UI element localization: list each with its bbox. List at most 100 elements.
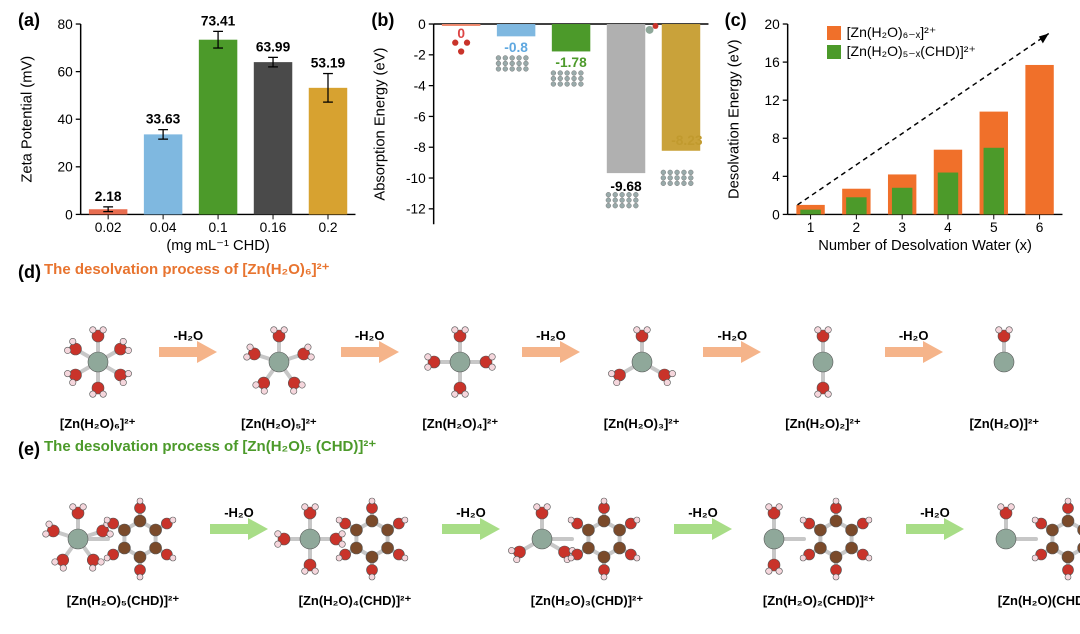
legend-swatch-1 <box>827 26 841 40</box>
svg-text:Number of Desolvation Water (x: Number of Desolvation Water (x) <box>818 238 1032 254</box>
svg-text:0: 0 <box>65 207 73 222</box>
stage: [Zn(H₂O)(CHD)]²⁺ <box>966 459 1080 609</box>
arrow: -H₂O <box>701 328 763 365</box>
stage: [Zn(H₂O)₆]²⁺ <box>38 282 157 432</box>
molecule-icon <box>734 491 904 587</box>
svg-text:0.02: 0.02 <box>95 220 122 235</box>
svg-text:80: 80 <box>58 17 74 32</box>
svg-text:-2: -2 <box>414 48 426 63</box>
stage: [Zn(H₂O)₂]²⁺ <box>763 282 882 432</box>
arrow: -H₂O <box>157 328 219 365</box>
svg-text:16: 16 <box>764 55 780 70</box>
molecule-icon <box>224 314 334 410</box>
svg-text:0.04: 0.04 <box>150 220 177 235</box>
arrow: -H₂O <box>520 328 582 365</box>
svg-text:60: 60 <box>58 65 74 80</box>
chart-b: -12 -10 -8 -6 -4 -2 0 Absorption Energy (eV) 0 -0… <box>363 6 716 256</box>
svg-text:4: 4 <box>772 169 780 184</box>
svg-text:20: 20 <box>58 160 74 175</box>
figure-e: (e) The desolvation process of [Zn(H₂O)₅… <box>10 435 1070 610</box>
svg-text:-8: -8 <box>414 140 427 155</box>
svg-text:12: 12 <box>764 93 779 108</box>
molecule-icon <box>587 314 697 410</box>
stage-label: [Zn(H₂O)₂(CHD)]²⁺ <box>763 593 875 609</box>
svg-text:73.41: 73.41 <box>201 13 236 28</box>
arrow: -H₂O <box>883 328 945 365</box>
svg-text:20: 20 <box>764 17 780 32</box>
svg-text:2.18: 2.18 <box>95 189 122 204</box>
figure-d: (d) The desolvation process of [Zn(H₂O)₆… <box>10 258 1070 433</box>
molecule-icon <box>502 491 672 587</box>
stage-label: [Zn(H₂O)₅]²⁺ <box>241 416 317 432</box>
svg-text:0: 0 <box>772 207 780 222</box>
svg-text:-10: -10 <box>406 171 426 186</box>
legend-label-1: [Zn(H₂O)₆₋ₓ]²⁺ <box>847 24 937 41</box>
panel-label-d: (d) <box>18 262 41 283</box>
stage: [Zn(H₂O)₂(CHD)]²⁺ <box>734 459 904 609</box>
svg-text:-8.23: -8.23 <box>672 133 704 148</box>
legend-swatch-2 <box>827 45 841 59</box>
svg-text:Zeta Potential (mV): Zeta Potential (mV) <box>20 56 36 183</box>
figure-c: (c) [Zn(H₂O)₆₋ₓ]²⁺ [Zn(H₂O)₅₋ₓ(CHD)]²⁺ 0… <box>717 6 1070 256</box>
molecule-icon <box>270 491 440 587</box>
panel-label-c: (c) <box>725 10 747 31</box>
svg-text:(mg mL⁻¹ CHD): (mg mL⁻¹ CHD) <box>166 238 269 254</box>
svg-text:8: 8 <box>772 131 780 146</box>
svg-text:63.99: 63.99 <box>256 39 291 54</box>
stage: [Zn(H₂O)₃(CHD)]²⁺ <box>502 459 672 609</box>
stage: [Zn(H₂O)₅]²⁺ <box>219 282 338 432</box>
arrow: -H₂O <box>339 328 401 365</box>
process-title-d: The desolvation process of [Zn(H₂O)₆]²⁺ <box>44 260 330 278</box>
figure-b: (b) -12-10-8-6-4-20Absorption Energy (eV… <box>363 6 716 256</box>
stage-label: [Zn(H₂O)₂]²⁺ <box>785 416 860 432</box>
molecule-icon <box>768 314 878 410</box>
svg-text:0.2: 0.2 <box>318 220 337 235</box>
stage-label: [Zn(H₂O)₄(CHD)]²⁺ <box>299 593 412 609</box>
svg-text:-12: -12 <box>406 202 426 217</box>
svg-text:40: 40 <box>58 112 74 127</box>
stages-d: [Zn(H₂O)₆]²⁺-H₂O[Zn(H₂O)₅]²⁺-H₂O[Zn(H₂O)… <box>38 282 1064 432</box>
stage: [Zn(H₂O)₄(CHD)]²⁺ <box>270 459 440 609</box>
stage: [Zn(H₂O)₄]²⁺ <box>401 282 520 432</box>
svg-text:Desolvation Energy (eV): Desolvation Energy (eV) <box>726 39 742 199</box>
svg-text:-4: -4 <box>414 79 427 94</box>
arrow: -H₂O <box>440 505 502 542</box>
svg-text:0: 0 <box>458 26 466 41</box>
svg-text:5: 5 <box>990 220 998 235</box>
svg-text:33.63: 33.63 <box>146 112 181 127</box>
svg-text:-9.68: -9.68 <box>611 179 643 194</box>
svg-text:4: 4 <box>944 220 952 235</box>
svg-text:0.1: 0.1 <box>209 220 228 235</box>
stage: [Zn(H₂O)]²⁺ <box>945 282 1064 432</box>
svg-text:-6: -6 <box>414 109 427 124</box>
svg-text:Absorption Energy (eV): Absorption Energy (eV) <box>373 48 389 201</box>
stage: [Zn(H₂O)₅(CHD)]²⁺ <box>38 459 208 609</box>
molecule-icon <box>966 491 1080 587</box>
chart-a: 0 20 40 60 80 Zeta Potential (mV) 2.18 0.02 33.6… <box>10 6 363 256</box>
molecule-icon <box>43 314 153 410</box>
arrow: -H₂O <box>208 505 270 542</box>
svg-text:6: 6 <box>1035 220 1043 235</box>
svg-text:-0.8: -0.8 <box>505 40 529 55</box>
legend-c: [Zn(H₂O)₆₋ₓ]²⁺ [Zn(H₂O)₅₋ₓ(CHD)]²⁺ <box>827 24 976 62</box>
stage-label: [Zn(H₂O)₆]²⁺ <box>60 416 136 432</box>
stages-e: [Zn(H₂O)₅(CHD)]²⁺ -H₂O [Zn(H₂O)₄(CHD)]²⁺ -H… <box>38 459 1064 609</box>
stage: [Zn(H₂O)₃]²⁺ <box>582 282 701 432</box>
svg-text:1: 1 <box>806 220 814 235</box>
panel-label-a: (a) <box>18 10 40 31</box>
molecule-icon <box>405 314 515 410</box>
arrow: -H₂O <box>672 505 734 542</box>
stage-label: [Zn(H₂O)₃]²⁺ <box>604 416 680 432</box>
svg-text:3: 3 <box>898 220 906 235</box>
process-title-e: The desolvation process of [Zn(H₂O)₅ (CH… <box>44 437 376 455</box>
svg-text:53.19: 53.19 <box>311 56 346 71</box>
figure-a: (a) 0 20 40 60 80 Zeta Potential (mV) 2.18 0.02… <box>10 6 363 256</box>
svg-text:2: 2 <box>852 220 860 235</box>
stage-label: [Zn(H₂O)]²⁺ <box>969 416 1039 432</box>
molecule-icon <box>38 491 208 587</box>
stage-label: [Zn(H₂O)₅(CHD)]²⁺ <box>67 593 179 609</box>
svg-text:0: 0 <box>419 17 427 32</box>
stage-label: [Zn(H₂O)(CHD)]²⁺ <box>998 593 1080 609</box>
legend-label-2: [Zn(H₂O)₅₋ₓ(CHD)]²⁺ <box>847 43 976 60</box>
molecule-icon <box>949 314 1059 410</box>
